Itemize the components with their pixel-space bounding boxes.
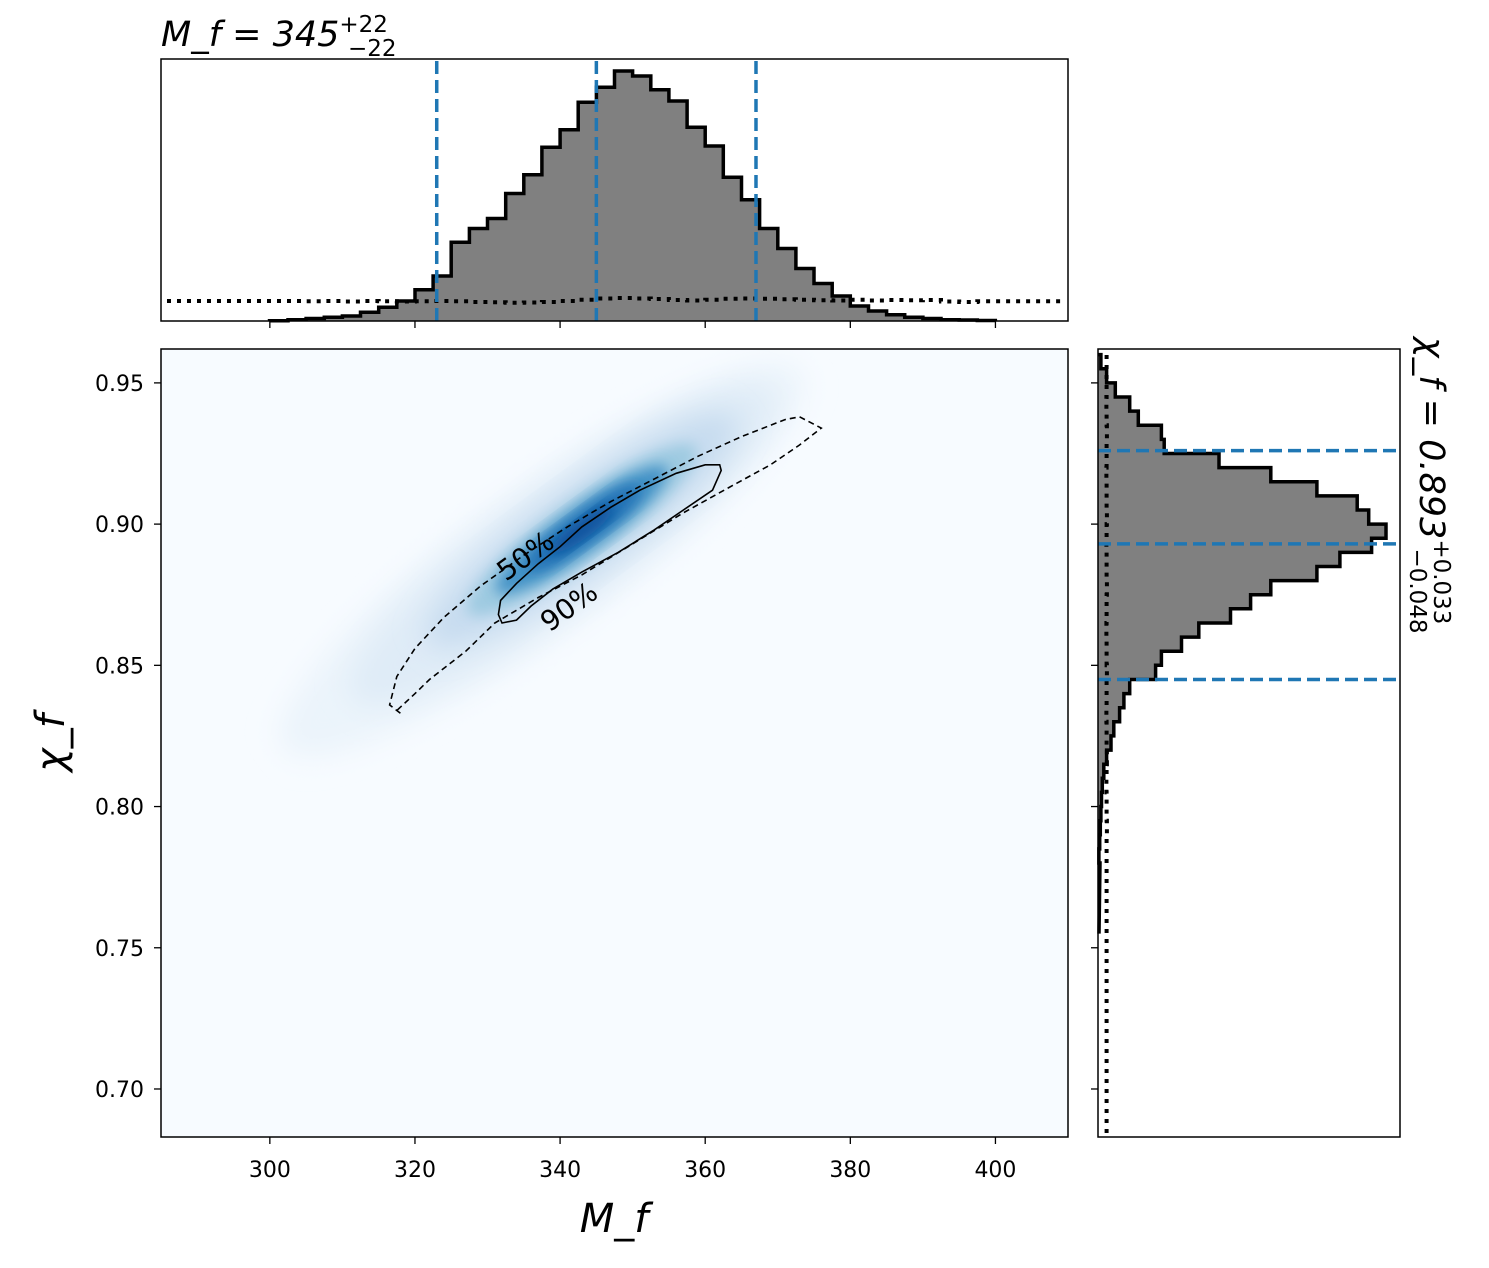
mf-histogram-fill [269, 71, 996, 321]
mf-prior-line [167, 296, 1062, 305]
mf-marginal-panel: M_f = 345+22 −22 [160, 12, 1069, 328]
mf-prior-step [167, 296, 1062, 305]
chi-credible-interval-lines [1098, 448, 1398, 682]
x-tick-label: 380 [829, 1158, 871, 1183]
chi-histogram-step [1097, 352, 1388, 934]
joint-posterior-panel: 50%90% 300 320 340 360 380 400 0.700.750.800.… [28, 348, 1069, 1242]
contour-90pct [388, 415, 823, 714]
contour-50pct [497, 464, 723, 624]
x-tick-label: 360 [684, 1158, 726, 1183]
y-axis-ticks: 0.70 0.75 0.80 0.85 0.90 0.95 [95, 372, 161, 1103]
chi-histogram [1097, 352, 1388, 934]
x-tick-label: 320 [394, 1158, 436, 1183]
x-tick-label: 300 [249, 1158, 291, 1183]
x-axis-ticks: 300 320 340 360 380 400 [249, 1137, 1016, 1183]
mf-marginal-frame [160, 58, 1069, 322]
x-axis-label: M_f [580, 1196, 655, 1242]
mf-histogram-step [267, 69, 998, 323]
mf-histogram [267, 69, 998, 323]
y-tick-label: 0.70 [95, 1078, 144, 1103]
y-tick-label: 0.90 [95, 513, 144, 538]
y-tick-label: 0.95 [95, 372, 144, 397]
chi-marginal-ticks [1091, 382, 1098, 1090]
y-tick-label: 0.85 [95, 654, 144, 679]
mf-marginal-ticks [269, 321, 997, 328]
chi-marginal-panel: χ_f = 0.893+0.033−0.048 [1091, 335, 1454, 1138]
chi-marginal-title: χ_f = 0.893+0.033−0.048 [1404, 335, 1454, 634]
y-tick-label: 0.80 [95, 796, 144, 821]
credible-contours [388, 415, 823, 714]
chi-marginal-frame [1097, 348, 1401, 1138]
y-axis-label: χ_f [28, 708, 74, 774]
x-tick-label: 400 [974, 1158, 1016, 1183]
y-tick-label: 0.75 [95, 937, 144, 962]
mf-marginal-title: M_f = 345+22 −22 [161, 12, 397, 62]
mf-credible-interval-lines [434, 61, 758, 321]
x-tick-label: 340 [539, 1158, 581, 1183]
joint-panel-frame [160, 348, 1069, 1138]
